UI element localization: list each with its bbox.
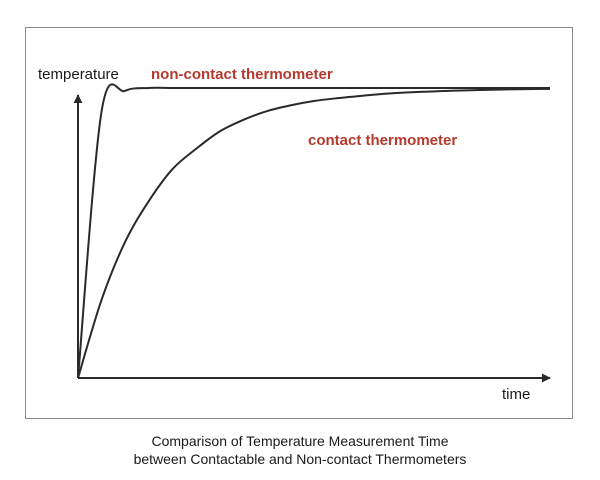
y-axis-label: temperature (38, 66, 119, 83)
series-label-non-contact-thermometer: non-contact thermometer (151, 66, 333, 83)
series-label-contact-thermometer: contact thermometer (308, 132, 457, 149)
figure-frame (25, 27, 573, 419)
x-axis-label: time (502, 386, 530, 403)
caption-line-2: between Contactable and Non-contact Ther… (133, 451, 467, 467)
series-layer (77, 83, 551, 379)
caption-line-1: Comparison of Temperature Measurement Ti… (151, 433, 449, 449)
series-line-contact-thermometer (77, 87, 551, 379)
series-line-non-contact-thermometer (77, 83, 550, 379)
figure-caption: Comparison of Temperature Measurement Ti… (0, 432, 600, 468)
